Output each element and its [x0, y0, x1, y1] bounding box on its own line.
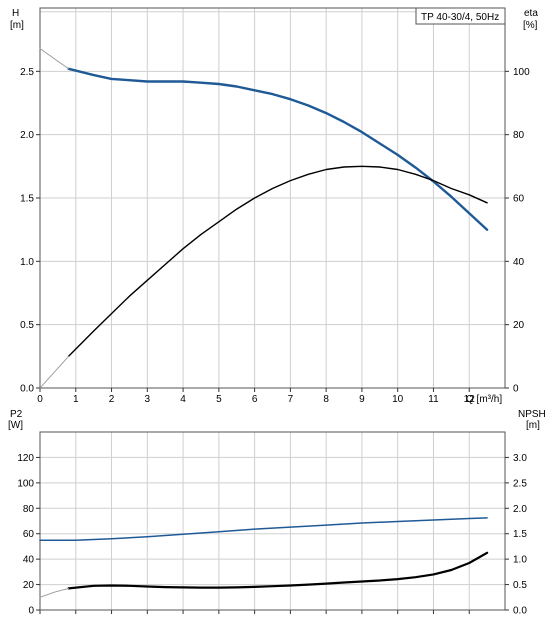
top-x-axis-label: Q [m³/h] — [466, 394, 502, 405]
top-left-axis-unit: [m] — [10, 20, 24, 31]
series-line-eta — [67, 165, 488, 357]
x-tick-label: 5 — [216, 394, 222, 405]
right-tick-label: 0.0 — [513, 606, 527, 617]
top-left-axis-name: H — [12, 8, 19, 19]
chart-title: TP 40-30/4, 50Hz — [421, 12, 499, 23]
right-tick-label: 1.5 — [513, 529, 527, 540]
right-tick-label: 0.5 — [513, 580, 527, 591]
top-right-axis-name: eta — [524, 8, 538, 19]
top-left-tick-labels: 0.0 0.5 1.0 1.5 2.0 2.5 — [20, 67, 40, 395]
left-tick-label: 80 — [23, 504, 35, 515]
top-x-tick-labels: 0 1 2 3 4 5 6 7 8 9 10 11 12 — [37, 388, 475, 405]
left-tick-label: 0 — [28, 606, 34, 617]
left-tick-label: 2.5 — [20, 67, 34, 78]
left-tick-label: 60 — [23, 529, 35, 540]
x-tick-label: 12 — [464, 394, 476, 405]
x-tick-label: 11 — [428, 394, 439, 405]
left-tick-label: 1.0 — [20, 257, 34, 268]
bottom-series — [39, 517, 489, 598]
left-tick-label: 0.5 — [20, 320, 34, 331]
x-tick-label: 10 — [392, 394, 404, 405]
x-tick-label: 6 — [252, 394, 258, 405]
right-tick-label: 2.5 — [513, 478, 527, 489]
bottom-left-axis-name: P2 — [10, 409, 23, 420]
right-tick-label: 100 — [513, 67, 530, 78]
left-tick-label: 2.0 — [20, 130, 34, 141]
chart-title-box: TP 40-30/4, 50Hz — [415, 7, 506, 25]
x-tick-label: 3 — [145, 394, 151, 405]
x-tick-label: 0 — [37, 394, 43, 405]
series-line-eta-extrapolated — [39, 355, 70, 389]
bottom-plot-frame — [39, 431, 506, 611]
left-tick-label: 20 — [23, 580, 35, 591]
left-tick-label: 0.0 — [20, 384, 34, 395]
left-tick-label: 1.5 — [20, 194, 34, 205]
right-tick-label: 20 — [513, 320, 525, 331]
x-tick-label: 9 — [359, 394, 365, 405]
top-right-tick-labels: 0 20 40 60 80 100 — [505, 67, 530, 395]
series-line-p2-extrapolated — [39, 587, 70, 598]
bottom-left-axis-unit: [W] — [8, 420, 23, 431]
x-tick-label: 7 — [288, 394, 294, 405]
top-series — [39, 48, 489, 389]
power-npsh-chart: 0 20 40 60 80 100 120 0.0 0.5 1.0 1.5 2.0 2.5 3.0 P2… — [8, 409, 546, 617]
series-line-npsh — [39, 517, 488, 542]
top-right-axis-unit: [%] — [523, 20, 538, 31]
left-tick-label: 120 — [17, 453, 34, 464]
right-tick-label: 2.0 — [513, 504, 527, 515]
x-tick-label: 1 — [73, 394, 79, 405]
right-tick-label: 3.0 — [513, 453, 527, 464]
right-tick-label: 40 — [513, 257, 525, 268]
left-tick-label: 40 — [23, 555, 35, 566]
bottom-left-tick-labels: 0 20 40 60 80 100 120 — [17, 453, 40, 617]
left-tick-label: 100 — [17, 478, 34, 489]
bottom-right-axis-name: NPSH — [518, 409, 546, 420]
x-tick-label: 4 — [180, 394, 186, 405]
x-tick-label: 2 — [109, 394, 115, 405]
bottom-right-tick-labels: 0.0 0.5 1.0 1.5 2.0 2.5 3.0 — [505, 453, 527, 617]
series-line-h — [67, 67, 489, 231]
right-tick-label: 0 — [513, 384, 519, 395]
x-tick-label: 8 — [323, 394, 329, 405]
series-line-h-extrapolated — [39, 48, 70, 70]
right-tick-label: 1.0 — [513, 555, 527, 566]
right-tick-label: 80 — [513, 130, 525, 141]
right-tick-label: 60 — [513, 194, 525, 205]
bottom-right-axis-unit: [m] — [526, 420, 540, 431]
series-line-p2 — [67, 551, 489, 590]
